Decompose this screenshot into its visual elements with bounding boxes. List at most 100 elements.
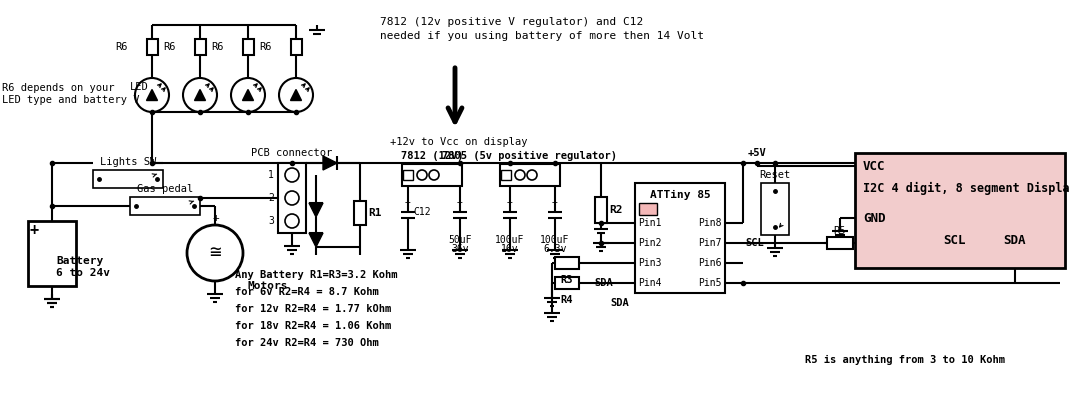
Text: for 24v R2=R4 = 730 Ohm: for 24v R2=R4 = 730 Ohm: [235, 338, 378, 348]
Bar: [28, 220, 76, 286]
Circle shape: [417, 170, 427, 180]
Bar: [146, 39, 157, 55]
Text: Pin2: Pin2: [638, 238, 662, 248]
Text: R5: R5: [834, 226, 847, 236]
Bar: [402, 164, 462, 186]
Circle shape: [231, 78, 265, 112]
Text: LED type and battery V: LED type and battery V: [2, 95, 139, 105]
Polygon shape: [146, 89, 157, 100]
Text: 7805 (5v positive regulator): 7805 (5v positive regulator): [443, 151, 618, 161]
Text: Pin6: Pin6: [698, 258, 722, 268]
Text: R6: R6: [115, 42, 128, 52]
Text: 50uF: 50uF: [448, 235, 471, 245]
Text: +: +: [30, 223, 40, 238]
Polygon shape: [323, 156, 337, 170]
Text: SCL: SCL: [745, 238, 763, 248]
Bar: [639, 203, 657, 215]
Text: +12v to Vcc on display: +12v to Vcc on display: [390, 137, 527, 147]
Text: Pin3: Pin3: [638, 258, 662, 268]
Text: SDA: SDA: [610, 298, 629, 308]
Text: SCL: SCL: [944, 235, 966, 248]
Text: Battery: Battery: [56, 256, 104, 266]
Bar: [827, 237, 853, 249]
Text: SDA: SDA: [594, 278, 613, 288]
Bar: [278, 163, 306, 233]
Polygon shape: [309, 203, 323, 217]
Bar: [130, 197, 200, 215]
Text: R6: R6: [164, 42, 176, 52]
Circle shape: [285, 168, 299, 182]
Text: Pin7: Pin7: [698, 238, 722, 248]
Text: +: +: [213, 213, 220, 223]
Text: R6: R6: [260, 42, 272, 52]
Text: R5 is anything from 3 to 10 Kohm: R5 is anything from 3 to 10 Kohm: [805, 355, 1005, 365]
Text: Pin8: Pin8: [698, 218, 722, 228]
Polygon shape: [291, 89, 301, 100]
Circle shape: [527, 170, 537, 180]
Bar: [595, 197, 607, 223]
Text: 100uF: 100uF: [540, 235, 570, 245]
Text: R2: R2: [609, 205, 622, 215]
Text: Gas pedal: Gas pedal: [137, 184, 193, 194]
Bar: [501, 170, 511, 180]
Text: 16v: 16v: [501, 244, 518, 254]
Text: LED: LED: [130, 82, 149, 92]
Text: Pin4: Pin4: [638, 278, 662, 288]
Circle shape: [183, 78, 217, 112]
Text: Lights SW: Lights SW: [99, 157, 156, 167]
Text: ≅: ≅: [210, 244, 221, 262]
Bar: [761, 183, 789, 235]
Text: Reset: Reset: [759, 170, 791, 180]
Text: C12: C12: [413, 207, 431, 217]
Text: Motors: Motors: [247, 281, 288, 291]
Text: 6 to 24v: 6 to 24v: [56, 268, 110, 278]
Bar: [555, 257, 579, 269]
Text: +: +: [507, 197, 513, 207]
Circle shape: [135, 78, 169, 112]
Text: R3: R3: [561, 275, 573, 285]
Circle shape: [279, 78, 313, 112]
Circle shape: [515, 170, 525, 180]
Text: +: +: [458, 197, 463, 207]
Bar: [291, 39, 301, 55]
Text: Pin5: Pin5: [698, 278, 722, 288]
Text: SDA: SDA: [1004, 235, 1026, 248]
Text: needed if you using battery of more then 14 Volt: needed if you using battery of more then…: [379, 31, 704, 41]
Bar: [93, 170, 162, 188]
Bar: [500, 164, 560, 186]
Text: Pin1: Pin1: [638, 218, 662, 228]
Text: for 18v R2=R4 = 1.06 Kohm: for 18v R2=R4 = 1.06 Kohm: [235, 321, 391, 331]
Text: for 12v R2=R4 = 1.77 kOhm: for 12v R2=R4 = 1.77 kOhm: [235, 304, 391, 314]
Circle shape: [429, 170, 439, 180]
Text: +5V: +5V: [747, 148, 766, 158]
Text: 7812 (12v positive V regulator) and C12: 7812 (12v positive V regulator) and C12: [379, 17, 644, 27]
Bar: [354, 201, 366, 225]
Text: I2C 4 digit, 8 segment Display: I2C 4 digit, 8 segment Display: [863, 182, 1069, 195]
Text: 6.3v: 6.3v: [543, 244, 567, 254]
Text: R1: R1: [368, 208, 382, 218]
Text: 36v: 36v: [451, 244, 469, 254]
Text: VCC: VCC: [863, 160, 885, 173]
Text: Any Battery R1=R3=3.2 Kohm: Any Battery R1=R3=3.2 Kohm: [235, 270, 398, 280]
Text: GND: GND: [863, 211, 885, 224]
Bar: [243, 39, 253, 55]
Bar: [635, 183, 725, 293]
Text: 3: 3: [268, 216, 274, 226]
Text: R6: R6: [212, 42, 224, 52]
Bar: [403, 170, 413, 180]
Bar: [195, 39, 205, 55]
Text: for 6v R2=R4 = 8.7 Kohm: for 6v R2=R4 = 8.7 Kohm: [235, 287, 378, 297]
Text: +: +: [552, 197, 558, 207]
Text: 1: 1: [268, 170, 274, 180]
Text: 100uF: 100uF: [495, 235, 525, 245]
Text: ATTiny 85: ATTiny 85: [650, 190, 711, 200]
Circle shape: [187, 225, 243, 281]
Text: 7812 (12V): 7812 (12V): [401, 151, 463, 161]
Circle shape: [285, 214, 299, 228]
Circle shape: [285, 191, 299, 205]
Polygon shape: [243, 89, 253, 100]
Polygon shape: [195, 89, 205, 100]
Text: +: +: [405, 197, 410, 207]
Bar: [555, 277, 579, 289]
Text: R6 depends on your: R6 depends on your: [2, 83, 114, 93]
